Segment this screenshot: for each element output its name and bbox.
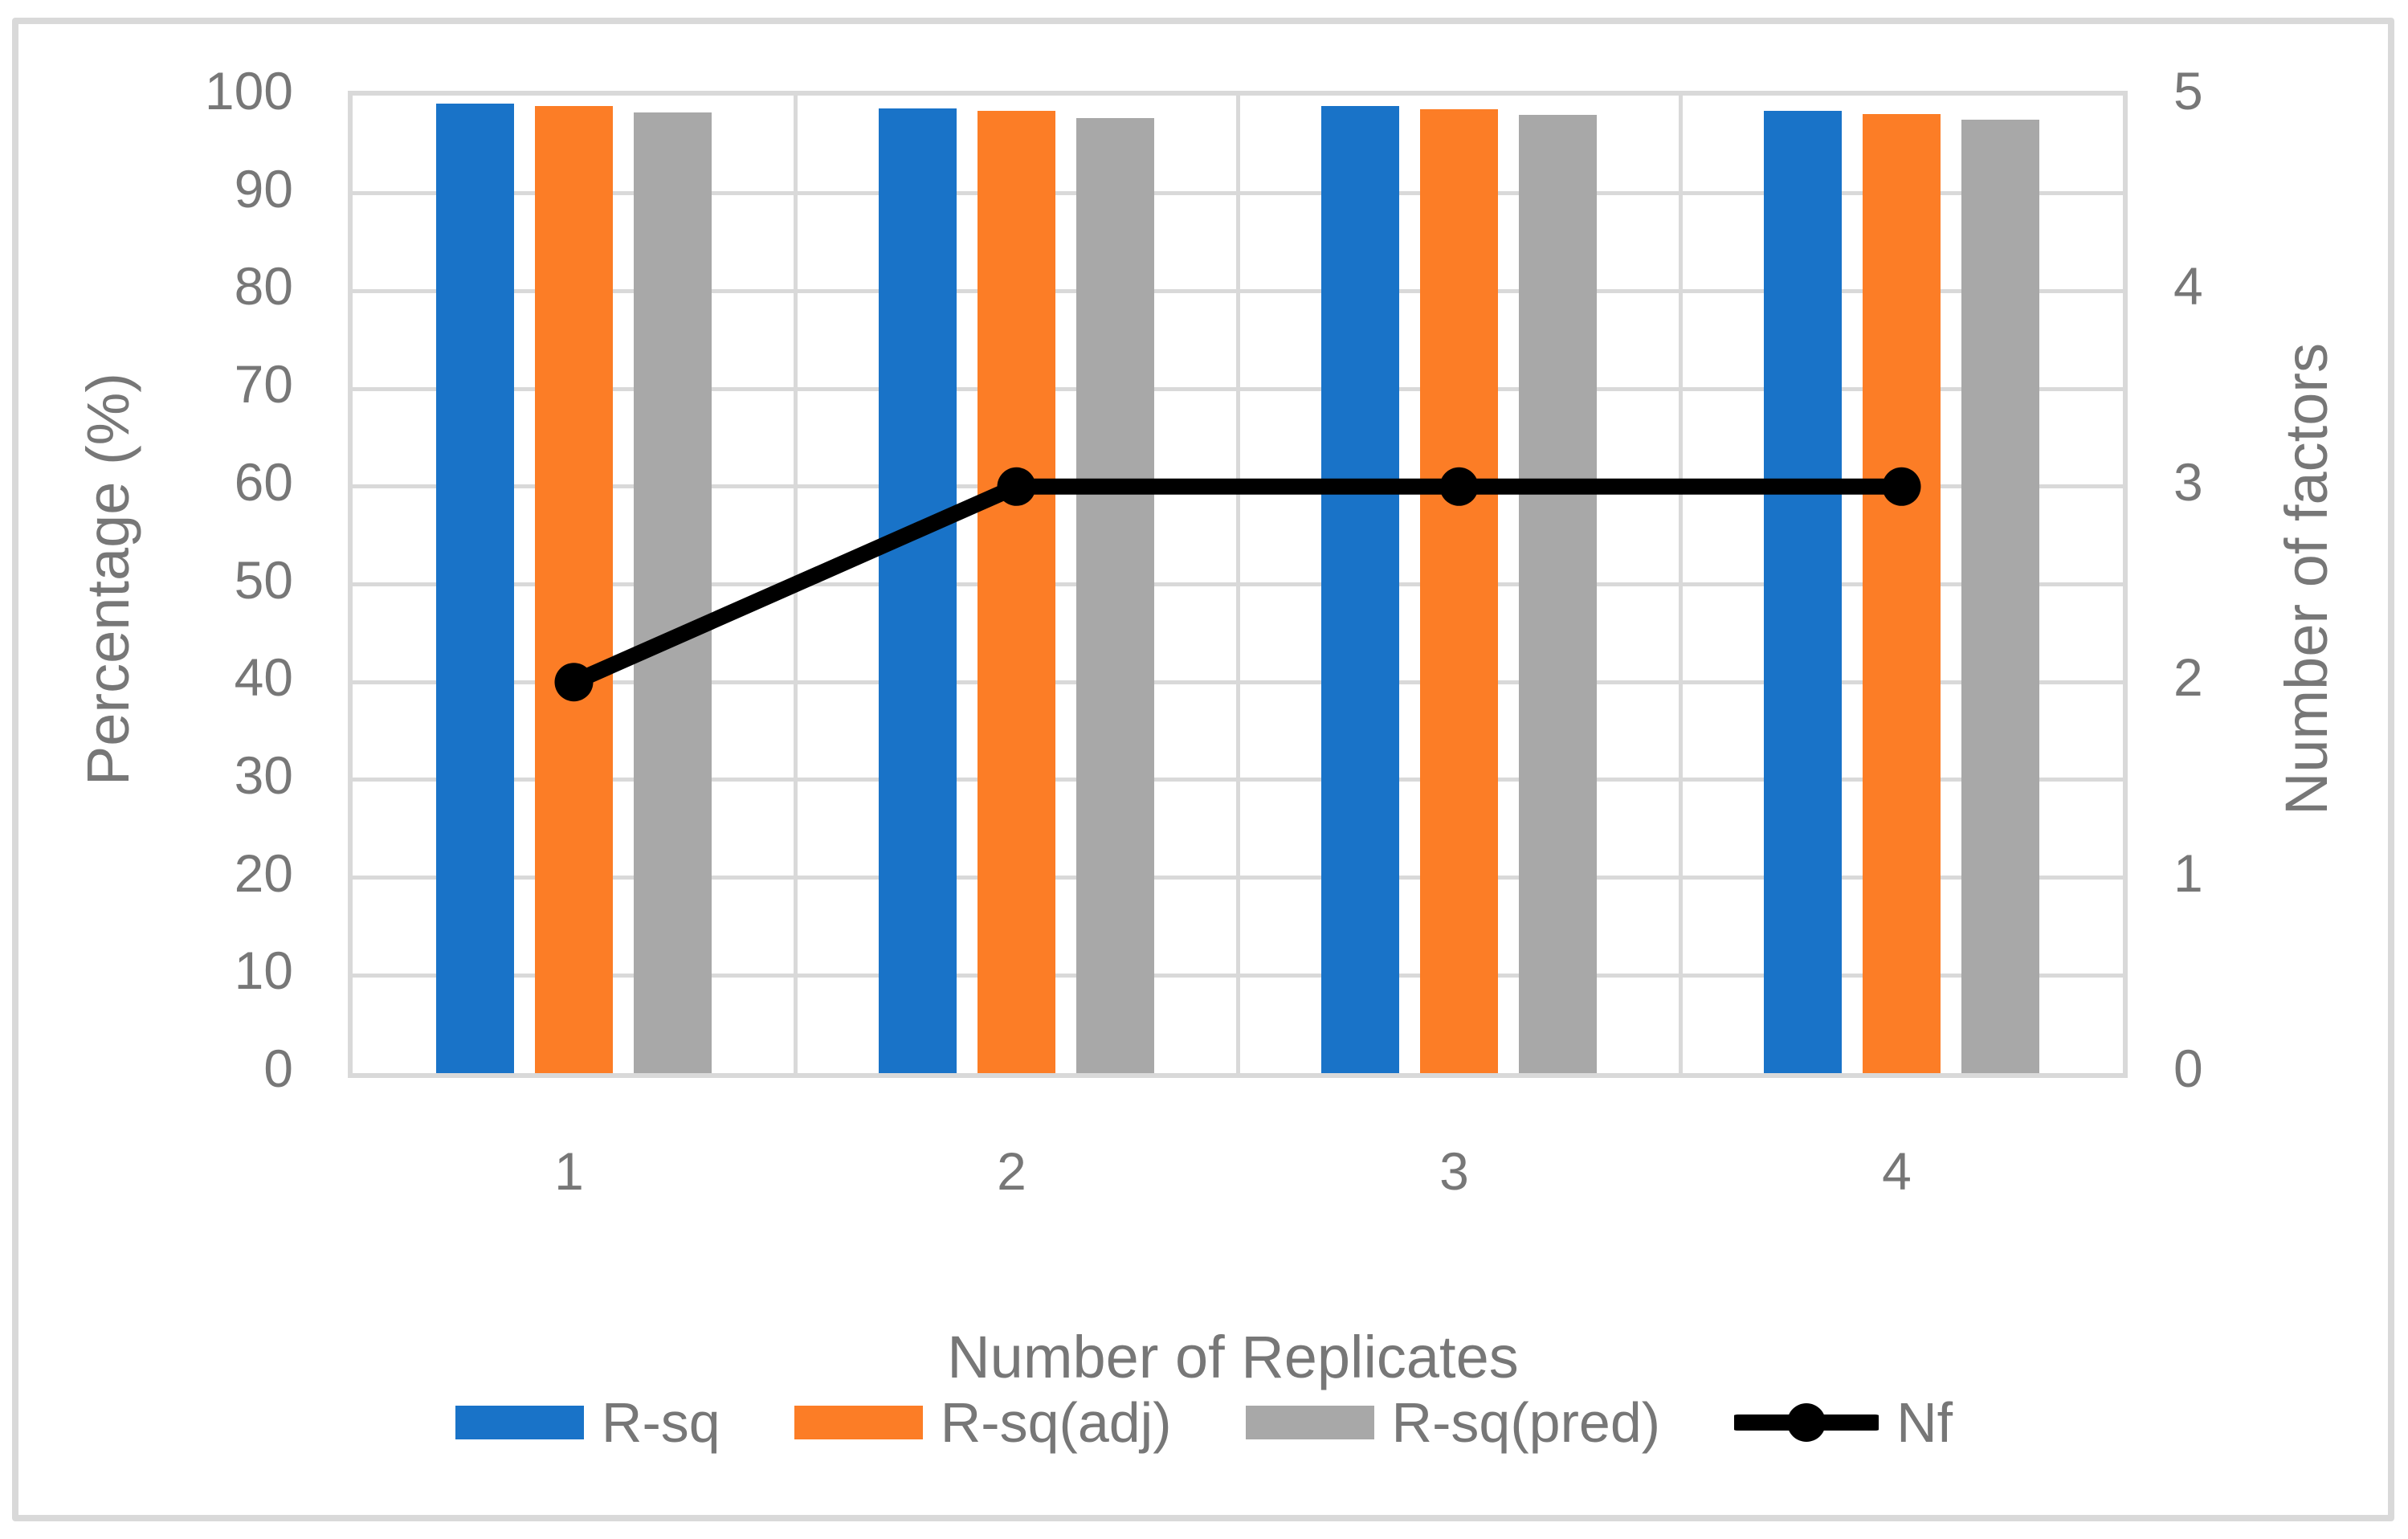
bar-r-sq	[436, 103, 514, 1073]
x-axis-title: Number of Replicates	[947, 1324, 1519, 1390]
left-tick-label: 10	[234, 941, 293, 1001]
left-tick-label: 80	[234, 256, 293, 316]
left-tick-label: 50	[234, 549, 293, 610]
left-tick-label: 100	[204, 61, 293, 120]
x-tick-label: 1	[554, 1141, 584, 1201]
bar-r-sq	[1321, 106, 1399, 1073]
legend-item-nf: Nf	[1734, 1394, 1953, 1451]
bar-r-sq-adj-	[977, 111, 1055, 1073]
nf-marker	[1439, 467, 1479, 506]
right-tick-label: 5	[2173, 61, 2203, 120]
legend-swatch-bar	[1245, 1406, 1374, 1439]
legend-label: R-sq(pred)	[1391, 1391, 1661, 1454]
line-series-layer	[554, 467, 1921, 702]
right-tick-label: 1	[2173, 843, 2203, 903]
legend-label: R-sq	[601, 1391, 720, 1454]
nf-line	[565, 478, 1910, 691]
legend-label: R-sq(adj)	[940, 1391, 1172, 1454]
bar-r-sq	[879, 108, 957, 1073]
nf-marker	[1882, 467, 1921, 506]
bar-r-sq-pred-	[1961, 120, 2039, 1073]
x-tick-label: 3	[1439, 1141, 1469, 1201]
gridline-vertical	[1235, 96, 1240, 1073]
legend-line-marker-icon	[1734, 1403, 1879, 1442]
bar-r-sq-adj-	[1420, 109, 1498, 1073]
legend: R-sq R-sq(adj) R-sq(pred) Nf	[0, 1394, 2408, 1451]
bar-r-sq-adj-	[1863, 114, 1941, 1073]
right-axis-title: Number of factors	[2273, 342, 2340, 816]
plot-area	[348, 91, 2128, 1078]
legend-label: Nf	[1896, 1391, 1953, 1454]
gridline-vertical	[1678, 96, 1683, 1073]
nf-marker	[997, 467, 1036, 506]
left-tick-label: 30	[234, 745, 293, 805]
legend-item-r-sq-adj-: R-sq(adj)	[794, 1394, 1172, 1451]
right-tick-label: 3	[2173, 451, 2203, 512]
bar-r-sq-adj-	[535, 106, 613, 1073]
figure-border	[12, 18, 2394, 1521]
x-tick-label: 2	[997, 1141, 1026, 1201]
nf-marker	[554, 663, 594, 702]
x-tick-label: 4	[1882, 1141, 1912, 1201]
left-tick-label: 40	[234, 647, 293, 708]
bar-r-sq-pred-	[1519, 115, 1597, 1073]
left-tick-label: 70	[234, 354, 293, 414]
left-tick-label: 0	[263, 1039, 293, 1098]
left-tick-label: 60	[234, 451, 293, 512]
legend-item-r-sq-pred-: R-sq(pred)	[1245, 1391, 1661, 1454]
right-tick-label: 4	[2173, 256, 2203, 316]
bar-r-sq-pred-	[1076, 118, 1154, 1073]
right-tick-label: 0	[2173, 1039, 2203, 1098]
left-tick-label: 90	[234, 158, 293, 218]
bar-r-sq-pred-	[634, 112, 712, 1073]
legend-swatch-bar	[794, 1406, 923, 1439]
bar-r-sq	[1764, 111, 1842, 1073]
legend-item-r-sq: R-sq	[455, 1394, 720, 1451]
right-tick-label: 2	[2173, 647, 2203, 708]
left-tick-label: 20	[234, 843, 293, 903]
legend-swatch-bar	[455, 1406, 584, 1439]
